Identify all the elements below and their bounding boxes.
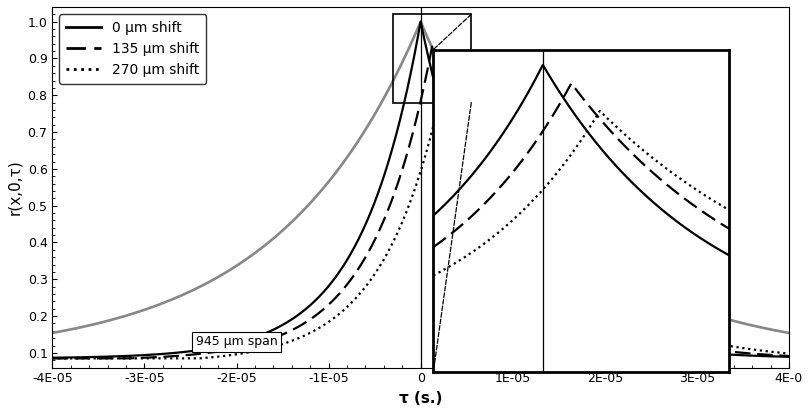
Text: 945 μm span: 945 μm span	[196, 335, 277, 349]
270 μm shift	[396, 223, 406, 228]
Legend: 0 μm shift, 135 μm shift, 270 μm shift: 0 μm shift, 135 μm shift, 270 μm shift	[59, 14, 207, 84]
270 μm shift	[736, 345, 746, 350]
X-axis label: τ (s.): τ (s.)	[399, 391, 442, 406]
135 μm shift	[784, 354, 794, 358]
135 μm shift	[48, 356, 58, 361]
270 μm shift	[231, 352, 241, 357]
Line: 135 μm shift: 135 μm shift	[53, 44, 789, 358]
270 μm shift	[48, 356, 58, 361]
0 μm shift	[416, 19, 425, 24]
0 μm shift	[575, 323, 585, 328]
0 μm shift	[48, 355, 58, 360]
0 μm shift	[520, 282, 530, 287]
Line: 0 μm shift: 0 μm shift	[53, 22, 789, 358]
0 μm shift	[784, 354, 794, 359]
135 μm shift	[575, 304, 585, 309]
Text: 135 μm span: 135 μm span	[518, 335, 599, 349]
Line: 270 μm shift: 270 μm shift	[53, 77, 789, 358]
0 μm shift	[231, 341, 241, 346]
0 μm shift	[396, 114, 406, 119]
135 μm shift	[520, 254, 530, 259]
270 μm shift	[575, 285, 585, 290]
0 μm shift	[493, 246, 503, 251]
Y-axis label: r(x,0,τ): r(x,0,τ)	[7, 159, 22, 215]
270 μm shift	[520, 232, 530, 237]
135 μm shift	[428, 41, 437, 46]
270 μm shift	[784, 351, 794, 356]
270 μm shift	[493, 192, 503, 197]
135 μm shift	[396, 172, 406, 177]
Bar	[393, 14, 471, 103]
270 μm shift	[440, 74, 450, 79]
135 μm shift	[493, 214, 503, 219]
135 μm shift	[231, 346, 241, 351]
0 μm shift	[736, 353, 746, 358]
135 μm shift	[736, 350, 746, 355]
